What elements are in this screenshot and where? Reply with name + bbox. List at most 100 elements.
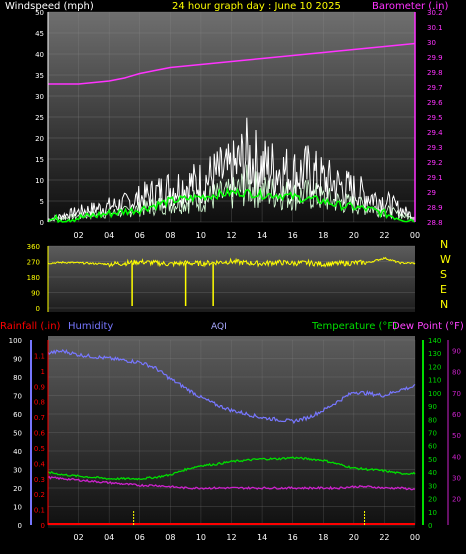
wind-x-tick-label: 10 — [196, 231, 206, 240]
barometer-y-tick-label: 28.8 — [427, 219, 443, 227]
temperature-y-tick-label: 20 — [428, 496, 437, 504]
temperature-y-tick-label: 120 — [428, 363, 441, 371]
wind-ylabel: Windspeed (mph) — [5, 1, 94, 12]
humidity-y-tick-label: 30 — [13, 467, 22, 475]
dewpoint-line — [47, 475, 416, 491]
humidity-y-tick-label: 70 — [13, 393, 22, 401]
wind-x-tick-label: 22 — [379, 231, 389, 240]
temperature-label: Temperature (°F) — [311, 321, 397, 332]
temp-x-tick-label: 04 — [104, 533, 114, 542]
temp-x-tick-label: 12 — [226, 533, 236, 542]
barometer-y-tick-label: 29.8 — [427, 69, 443, 77]
temperature-line — [47, 456, 416, 481]
barometer-y-tick-label: 29.2 — [427, 159, 443, 167]
temperature-y-tick-label: 40 — [428, 469, 437, 477]
barometer-y-tick-label: 29.3 — [427, 144, 443, 152]
temperature-y-tick-label: 70 — [428, 430, 437, 438]
humidity-line — [47, 349, 416, 425]
barometer-line — [48, 42, 416, 85]
wind-speed-line — [47, 164, 416, 222]
temp-x-tick-label: 14 — [257, 533, 267, 542]
wind-y-tick-label: 40 — [35, 51, 44, 59]
wind-y-tick-label: 0 — [40, 219, 44, 227]
temperature-y-tick-label: 130 — [428, 350, 441, 358]
humidity-y-tick-label: 0 — [18, 522, 22, 530]
aqi-label: AQI — [211, 322, 227, 332]
barometer-y-tick-label: 29.6 — [427, 99, 443, 107]
temp-plot-area — [48, 336, 415, 528]
humidity-y-tick-label: 20 — [13, 485, 22, 493]
dewpoint-label: Dew Point (°F) — [392, 321, 464, 332]
temperature-y-tick-label: 80 — [428, 416, 437, 424]
wind-x-tick-label: 00 — [410, 231, 420, 240]
humidity-y-tick-label: 90 — [13, 356, 22, 364]
rainfall-y-tick-label: 0.8 — [34, 399, 45, 407]
temp-x-tick-label: 10 — [196, 533, 206, 542]
wind-x-tick-label: 16 — [288, 231, 298, 240]
rainfall-y-tick-label: 0 — [41, 522, 45, 530]
barometer-y-tick-label: 28.9 — [427, 204, 443, 212]
temperature-y-tick-label: 10 — [428, 509, 437, 517]
barometer-y-tick-label: 29.7 — [427, 84, 443, 92]
temperature-y-tick-label: 50 — [428, 456, 437, 464]
compass-letter: S — [440, 268, 447, 281]
rainfall-y-tick-label: 0.3 — [34, 476, 45, 484]
direction-y-tick-label: 0 — [36, 305, 40, 313]
rainfall-label: Rainfall (.in) — [0, 321, 61, 332]
temp-x-tick-label: 00 — [410, 533, 420, 542]
dewpoint-y-tick-label: 60 — [452, 411, 461, 419]
dewpoint-y-tick-label: 90 — [452, 348, 461, 356]
temperature-y-tick-label: 0 — [428, 522, 432, 530]
wind-x-tick-label: 14 — [257, 231, 267, 240]
wind-direction-line — [47, 256, 416, 268]
wind-x-tick-label: 02 — [73, 231, 83, 240]
barometer-y-tick-label: 29.5 — [427, 114, 443, 122]
barometer-y-tick-label: 29 — [427, 189, 436, 197]
wind-x-tick-label: 06 — [135, 231, 145, 240]
humidity-y-tick-label: 60 — [13, 411, 22, 419]
temperature-y-tick-label: 30 — [428, 482, 437, 490]
temp-x-tick-label: 22 — [379, 533, 389, 542]
wind-x-tick-label: 12 — [226, 231, 236, 240]
direction-y-tick-label: 180 — [27, 274, 40, 282]
barometer-y-tick-label: 29.1 — [427, 174, 443, 182]
humidity-y-tick-label: 10 — [13, 504, 22, 512]
humidity-y-tick-label: 80 — [13, 374, 22, 382]
temperature-y-tick-label: 140 — [428, 337, 441, 345]
dewpoint-y-tick-label: 20 — [452, 496, 461, 504]
rainfall-y-tick-label: 0.5 — [34, 445, 45, 453]
temp-x-tick-label: 06 — [135, 533, 145, 542]
rainfall-y-tick-label: 0.7 — [34, 414, 45, 422]
wind-y-tick-label: 15 — [35, 156, 44, 164]
wind-average-line — [47, 187, 416, 224]
barometer-y-tick-label: 30.2 — [427, 9, 443, 17]
compass-letter: E — [440, 283, 447, 296]
wind-y-tick-label: 35 — [35, 72, 44, 80]
temp-x-tick-label: 02 — [73, 533, 83, 542]
wind-y-tick-label: 25 — [35, 114, 44, 122]
wind-y-tick-label: 5 — [40, 198, 44, 206]
wind-y-tick-label: 10 — [35, 177, 44, 185]
barometer-y-tick-label: 30.1 — [427, 24, 443, 32]
barometer-y-tick-label: 30 — [427, 39, 436, 47]
compass-letter: N — [440, 298, 448, 311]
dewpoint-y-tick-label: 30 — [452, 474, 461, 482]
humidity-y-tick-label: 40 — [13, 448, 22, 456]
wind-x-tick-label: 04 — [104, 231, 114, 240]
barometer-y-tick-label: 29.4 — [427, 129, 443, 137]
wind-y-tick-label: 45 — [35, 30, 44, 38]
rainfall-y-tick-label: 0.1 — [34, 507, 45, 515]
wind-y-tick-label: 50 — [35, 9, 44, 17]
humidity-label: Humidity — [68, 321, 113, 332]
barometer-y-tick-label: 29.9 — [427, 54, 443, 62]
dewpoint-y-tick-label: 70 — [452, 390, 461, 398]
wind-y-tick-label: 30 — [35, 93, 44, 101]
wind-x-tick-label: 08 — [165, 231, 175, 240]
direction-y-tick-label: 90 — [31, 290, 40, 298]
humidity-y-tick-label: 50 — [13, 430, 22, 438]
dewpoint-y-tick-label: 80 — [452, 369, 461, 377]
barometer-ylabel: Barometer (.in) — [372, 1, 448, 12]
wind-x-tick-label: 20 — [349, 231, 359, 240]
rainfall-y-tick-label: 0.6 — [34, 430, 46, 438]
